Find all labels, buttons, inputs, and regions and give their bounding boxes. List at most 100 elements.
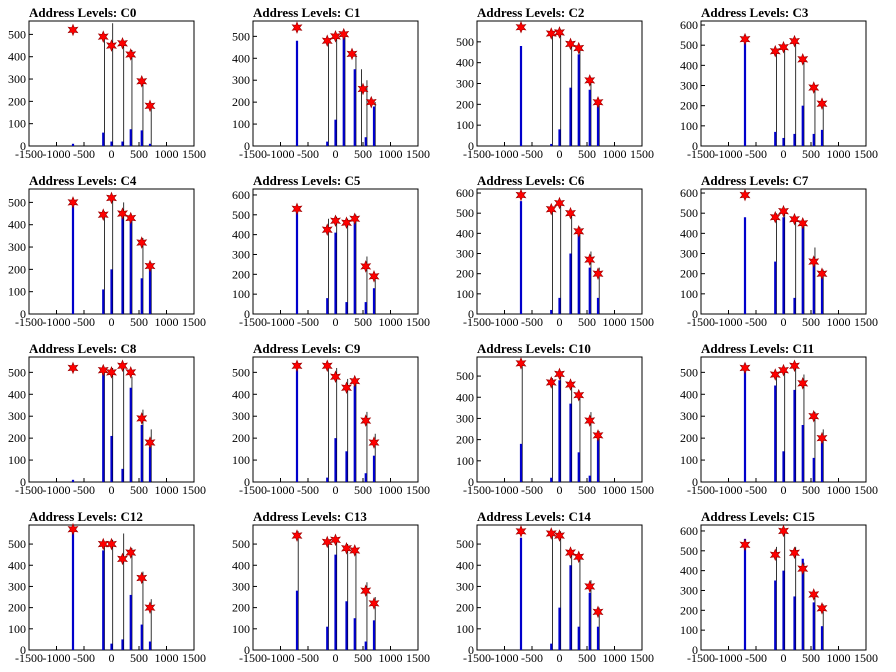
y-tick-label: 100 — [680, 453, 698, 467]
star-marker — [291, 529, 303, 542]
y-tick-label: 0 — [692, 139, 698, 153]
y-tick-label: 300 — [232, 247, 250, 261]
x-tick-label: 1000 — [603, 315, 627, 329]
y-tick-label: 500 — [8, 27, 26, 41]
x-tick-label: 1500 — [406, 651, 430, 665]
y-tick-label: 0 — [692, 475, 698, 489]
x-tick-label: 0 — [109, 147, 115, 161]
y-tick-label: 100 — [8, 117, 26, 131]
star-marker — [554, 26, 565, 39]
star-marker — [808, 588, 820, 601]
star-marker — [106, 191, 117, 205]
star-marker — [136, 74, 148, 88]
y-tick-label: 500 — [232, 365, 250, 379]
panel-title: Address Levels: C1 — [253, 5, 360, 20]
star-marker — [769, 368, 781, 381]
y-tick-label: 400 — [680, 564, 698, 578]
panel-title: Address Levels: C11 — [701, 341, 814, 356]
x-tick-label: -1500 — [463, 651, 491, 665]
y-tick-label: 100 — [8, 622, 26, 636]
x-tick-label: -1500 — [463, 483, 491, 497]
y-tick-label: 100 — [456, 622, 474, 636]
panel-title: Address Levels: C5 — [253, 173, 361, 188]
y-tick-label: 0 — [468, 139, 474, 153]
y-tick-label: 400 — [456, 226, 474, 240]
x-tick-label: -500 — [521, 147, 543, 161]
star-marker — [545, 527, 557, 540]
x-tick-label: 500 — [802, 651, 820, 665]
x-tick-label: -1500 — [239, 651, 267, 665]
x-tick-label: 1500 — [854, 651, 878, 665]
axes-box — [476, 20, 643, 147]
star-marker — [565, 378, 576, 391]
y-tick-label: 300 — [232, 73, 250, 87]
star-marker — [136, 571, 148, 585]
star-marker — [592, 95, 604, 109]
x-tick-label: 1500 — [630, 315, 654, 329]
y-tick-label: 0 — [468, 307, 474, 321]
y-tick-label: 400 — [8, 50, 26, 64]
star-marker — [117, 552, 128, 566]
star-marker — [554, 367, 565, 381]
star-marker — [545, 376, 557, 389]
panel-12: Address Levels: C12 0 100 200 300 400 500 -1500… — [8, 509, 206, 665]
x-tick-label: -1000 — [43, 315, 71, 329]
x-tick-label: 0 — [781, 651, 787, 665]
y-tick-label: 100 — [680, 119, 698, 133]
star-marker — [769, 210, 781, 224]
star-marker — [573, 388, 585, 402]
y-tick-label: 500 — [680, 206, 698, 220]
panel-3: Address Levels: C3 0 100 200 300 400 500 600 -15… — [680, 5, 878, 161]
star-marker — [144, 601, 156, 614]
x-tick-label: 1500 — [182, 315, 206, 329]
y-tick-label: 500 — [456, 369, 474, 383]
y-tick-label: 600 — [680, 18, 698, 32]
star-marker — [341, 216, 352, 230]
star-marker — [97, 208, 109, 221]
x-tick-label: 500 — [130, 147, 148, 161]
y-tick-label: 500 — [8, 365, 26, 379]
star-marker — [797, 562, 809, 575]
panel-title: Address Levels: C13 — [253, 509, 367, 524]
y-tick-label: 400 — [456, 558, 474, 572]
y-tick-label: 400 — [456, 390, 474, 404]
y-tick-label: 300 — [680, 583, 698, 597]
star-marker — [341, 381, 352, 395]
star-marker — [349, 544, 361, 557]
x-tick-label: -1500 — [687, 483, 715, 497]
y-tick-label: 0 — [244, 139, 250, 153]
star-marker — [739, 361, 751, 375]
star-marker — [592, 429, 604, 442]
star-marker — [573, 225, 585, 238]
x-tick-label: 500 — [578, 147, 596, 161]
star-marker — [368, 269, 380, 283]
star-marker — [117, 37, 128, 50]
panel-2: Address Levels: C20100200300400500-1500-… — [456, 5, 654, 161]
x-tick-label: 1000 — [155, 651, 179, 665]
y-tick-label: 200 — [232, 95, 250, 109]
panel-15: Address Levels: C15 0 100 200 300 400 500 600 -1… — [680, 509, 878, 665]
x-tick-label: -1000 — [715, 651, 743, 665]
star-marker — [97, 537, 109, 551]
star-marker — [360, 584, 372, 597]
star-marker — [808, 409, 820, 423]
star-marker — [592, 605, 604, 619]
y-tick-label: 400 — [8, 558, 26, 572]
panel-title: Address Levels: C10 — [477, 341, 591, 356]
x-tick-label: -1500 — [15, 483, 43, 497]
x-tick-label: 500 — [578, 483, 596, 497]
star-marker — [97, 30, 109, 43]
star-marker — [144, 259, 156, 273]
x-tick-label: 1500 — [406, 147, 430, 161]
x-tick-label: 0 — [557, 147, 563, 161]
x-tick-label: -1000 — [715, 147, 743, 161]
x-tick-label: 1500 — [854, 147, 878, 161]
star-marker — [789, 359, 800, 373]
star-marker — [321, 359, 333, 373]
star-marker — [67, 196, 79, 209]
x-tick-label: -1500 — [239, 315, 267, 329]
star-marker — [515, 525, 527, 538]
star-marker — [554, 196, 565, 210]
panel-10: Address Levels: C10 0 100 200 300 400 500 -1500… — [456, 341, 654, 497]
